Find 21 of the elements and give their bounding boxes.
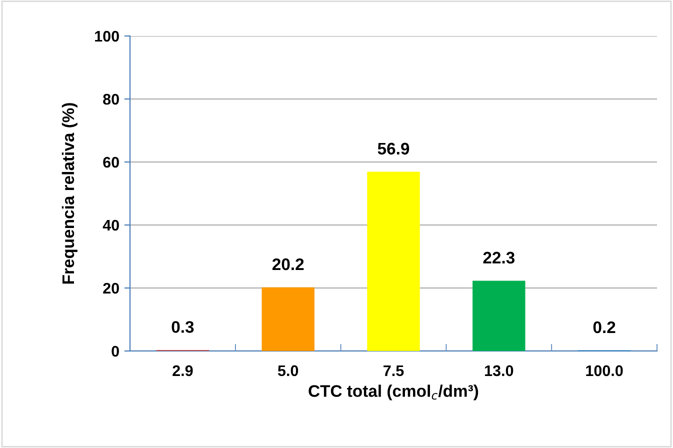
x-tick-label: 13.0 xyxy=(484,365,514,376)
x-tick-label: 2.9 xyxy=(172,365,193,376)
y-tick-label: 100 xyxy=(95,30,119,42)
y-tick-label: 60 xyxy=(103,156,119,168)
x-tick-label: 7.5 xyxy=(384,365,404,376)
y-tick-label: 20 xyxy=(103,282,119,294)
bar xyxy=(262,287,314,351)
x-axis-title: CTC total (cmol$_{c}$/dm³) xyxy=(308,384,478,400)
y-tick-label: 40 xyxy=(102,220,119,231)
x-tick-label: 5.0 xyxy=(278,365,298,376)
data-label: 0.3 xyxy=(172,321,194,333)
data-label: 56.9 xyxy=(378,142,410,155)
y-axis-title: Frequencia relativa (%) xyxy=(62,103,78,284)
bar xyxy=(472,280,526,351)
data-label: 20.2 xyxy=(272,258,304,270)
y-tick-label: 0 xyxy=(112,346,119,357)
y-tick-label: 80 xyxy=(103,94,119,105)
data-label: 22.3 xyxy=(483,252,515,264)
data-label: 0.2 xyxy=(593,321,616,334)
x-tick-label: 100.0 xyxy=(586,365,623,376)
bar xyxy=(367,172,420,351)
